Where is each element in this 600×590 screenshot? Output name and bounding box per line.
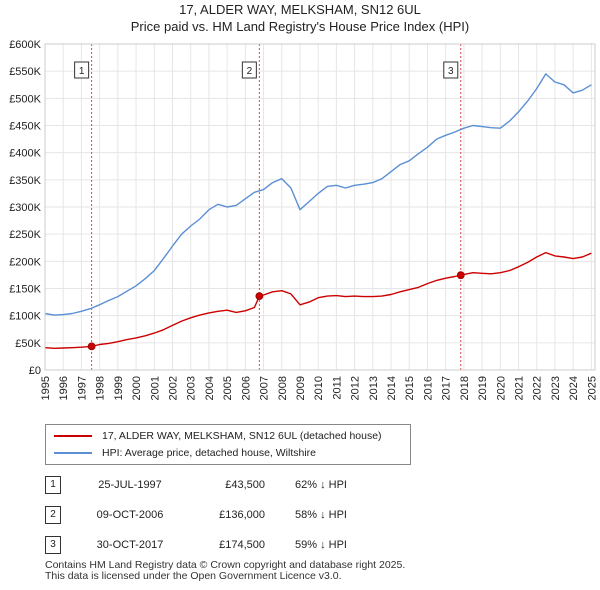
sale-label-number: 3 [448, 66, 454, 77]
sale-label-number: 2 [247, 66, 253, 77]
y-tick-label: £350K [9, 175, 41, 187]
y-tick-label: £0 [29, 365, 41, 377]
x-tick-label: 2024 [568, 376, 580, 400]
y-tick-label: £150K [9, 284, 41, 296]
legend: 17, ALDER WAY, MELKSHAM, SN12 6UL (detac… [45, 424, 411, 465]
sale-number: 1 [45, 476, 61, 494]
x-tick-label: 2001 [149, 376, 161, 400]
x-tick-label: 2015 [404, 376, 416, 400]
x-tick-label: 2013 [368, 376, 380, 400]
x-tick-label: 1997 [76, 376, 88, 400]
x-tick-label: 2003 [186, 376, 198, 400]
footer-license: This data is licensed under the Open Gov… [45, 570, 342, 582]
x-tick-label: 2007 [259, 376, 271, 400]
sale-label-box [74, 61, 90, 79]
x-tick-label: 2021 [514, 376, 526, 400]
x-tick-label: 2018 [459, 376, 471, 400]
footer-copyright: Contains HM Land Registry data © Crown c… [45, 559, 406, 571]
legend-line-hpi [54, 452, 92, 455]
x-tick-label: 2006 [240, 376, 252, 400]
footer: Contains HM Land Registry data © Crown c… [45, 560, 405, 582]
x-tick-label: 1999 [113, 376, 125, 400]
x-tick-label: 2005 [222, 376, 234, 400]
y-tick-label: £600K [9, 39, 41, 51]
x-tick-label: 2002 [167, 376, 179, 400]
y-tick-label: £300K [9, 202, 41, 214]
x-tick-label: 2019 [477, 376, 489, 400]
sale-price: £43,500 [225, 479, 265, 491]
sale-markers [87, 271, 465, 351]
sale-price: £136,000 [219, 509, 265, 521]
legend-line-property [54, 435, 92, 438]
sale-price: £174,500 [219, 539, 265, 551]
y-tick-label: £500K [9, 93, 41, 105]
y-tick-label: £100K [9, 311, 41, 323]
legend-label-hpi: HPI: Average price, detached house, Wilt… [102, 447, 317, 459]
chart-subtitle: Price paid vs. HM Land Registry's House … [130, 19, 470, 34]
sale-number: 3 [45, 536, 61, 554]
x-tick-label: 2004 [204, 376, 216, 400]
y-tick-label: £550K [9, 66, 41, 78]
y-axis: £0 £50K £100K £150K £200K £250K £300K £350K £400… [9, 39, 41, 377]
sale-point [255, 292, 264, 301]
y-tick-label: £250K [9, 229, 41, 241]
y-tick-label: £200K [9, 256, 41, 268]
x-tick-label: 2020 [495, 376, 507, 400]
sale-row: 2 09-OCT-2006 £136,000 58% ↓ HPI [45, 506, 465, 528]
sale-label-number: 1 [79, 66, 85, 77]
sale-label-box [443, 61, 459, 79]
sale-point [456, 271, 465, 280]
y-tick-label: £400K [9, 148, 41, 160]
x-tick-label: 2025 [586, 376, 598, 400]
x-tick-label: 2022 [532, 376, 544, 400]
sale-hpi-diff: 58% ↓ HPI [295, 509, 347, 521]
hpi-line [44, 73, 592, 316]
sale-labels: 1 2 3 [74, 61, 459, 79]
y-tick-label: £450K [9, 121, 41, 133]
price-chart: 1 2 3 £0 £50K £100K £150K £200K £250K £300K £350K… [9, 39, 598, 400]
sale-point [87, 342, 96, 351]
sale-date: 25-JUL-1997 [98, 479, 162, 491]
x-tick-label: 1996 [58, 376, 70, 400]
sale-date: 30-OCT-2017 [96, 539, 164, 551]
grid [44, 43, 595, 371]
sale-label-box [241, 61, 257, 79]
sale-hpi-diff: 62% ↓ HPI [295, 479, 347, 491]
x-tick-label: 2010 [313, 376, 325, 400]
sale-row: 1 25-JUL-1997 £43,500 62% ↓ HPI [45, 476, 465, 498]
sale-row: 3 30-OCT-2017 £174,500 59% ↓ HPI [45, 536, 465, 558]
legend-item-hpi: HPI: Average price, detached house, Wilt… [54, 445, 316, 461]
series-lines [44, 73, 592, 349]
x-axis: 1995 1996 1997 1998 1999 2000 2001 2002 2003 2004… [40, 376, 598, 400]
sale-hpi-diff: 59% ↓ HPI [295, 539, 347, 551]
plot-frame [44, 43, 596, 371]
x-tick-label: 2011 [331, 376, 343, 400]
x-tick-label: 2009 [295, 376, 307, 400]
x-tick-label: 1998 [95, 376, 107, 400]
legend-item-property: 17, ALDER WAY, MELKSHAM, SN12 6UL (detac… [54, 428, 382, 444]
property-line [44, 251, 592, 349]
sale-date: 09-OCT-2006 [96, 509, 164, 521]
legend-label-property: 17, ALDER WAY, MELKSHAM, SN12 6UL (detac… [102, 430, 382, 442]
y-tick-label: £50K [15, 338, 41, 350]
chart-title: 17, ALDER WAY, MELKSHAM, SN12 6UL [179, 2, 421, 17]
x-tick-label: 2012 [350, 376, 362, 400]
x-tick-label: 2000 [131, 376, 143, 400]
x-tick-label: 2016 [422, 376, 434, 400]
x-tick-label: 1995 [40, 376, 52, 400]
x-tick-label: 2023 [550, 376, 562, 400]
x-tick-label: 2008 [277, 376, 289, 400]
x-tick-label: 2017 [441, 376, 453, 400]
sale-number: 2 [45, 506, 61, 524]
x-tick-label: 2014 [386, 376, 398, 400]
